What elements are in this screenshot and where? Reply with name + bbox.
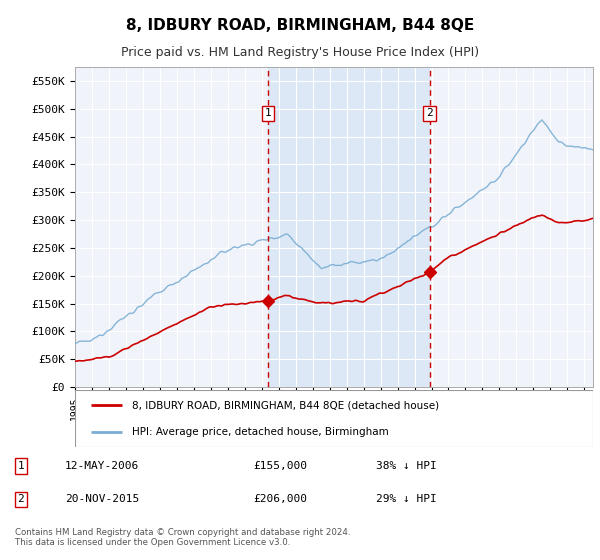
- Text: 12-MAY-2006: 12-MAY-2006: [65, 461, 139, 471]
- Text: £206,000: £206,000: [253, 494, 307, 504]
- Text: 38% ↓ HPI: 38% ↓ HPI: [376, 461, 437, 471]
- FancyBboxPatch shape: [75, 390, 593, 447]
- Text: 2: 2: [17, 494, 24, 504]
- Text: 29% ↓ HPI: 29% ↓ HPI: [376, 494, 437, 504]
- Text: HPI: Average price, detached house, Birmingham: HPI: Average price, detached house, Birm…: [132, 427, 389, 437]
- Text: £155,000: £155,000: [253, 461, 307, 471]
- Bar: [268, 67, 430, 387]
- Text: 8, IDBURY ROAD, BIRMINGHAM, B44 8QE (detached house): 8, IDBURY ROAD, BIRMINGHAM, B44 8QE (det…: [132, 400, 439, 410]
- Text: 2: 2: [426, 109, 433, 118]
- Text: 8, IDBURY ROAD, BIRMINGHAM, B44 8QE: 8, IDBURY ROAD, BIRMINGHAM, B44 8QE: [126, 18, 474, 33]
- Text: 20-NOV-2015: 20-NOV-2015: [65, 494, 139, 504]
- Text: 1: 1: [265, 109, 271, 118]
- Text: Price paid vs. HM Land Registry's House Price Index (HPI): Price paid vs. HM Land Registry's House …: [121, 46, 479, 59]
- Text: 1: 1: [17, 461, 24, 471]
- Text: Contains HM Land Registry data © Crown copyright and database right 2024.
This d: Contains HM Land Registry data © Crown c…: [15, 528, 350, 547]
